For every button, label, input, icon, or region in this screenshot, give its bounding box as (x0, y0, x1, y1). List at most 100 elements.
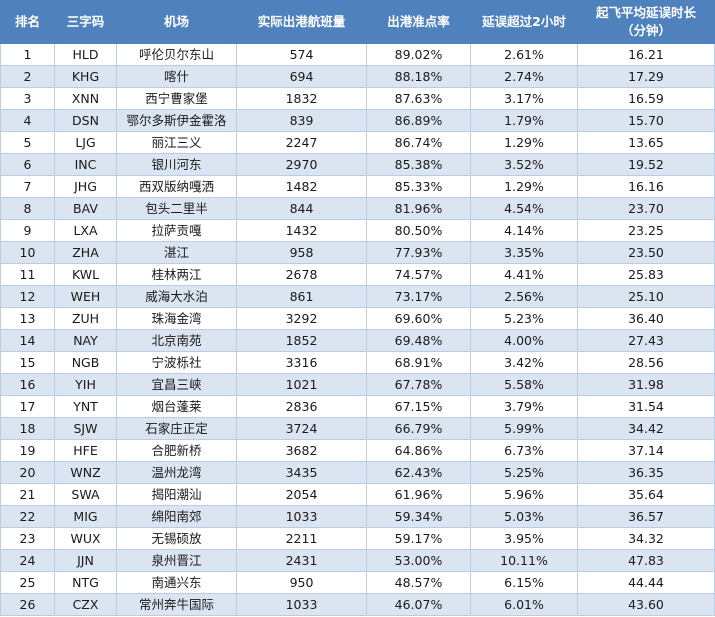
cell-avg-delay: 44.44 (577, 571, 715, 594)
cell-airport: 西双版纳嘎洒 (116, 175, 237, 198)
cell-over2h: 4.41% (470, 263, 578, 286)
cell-ontime: 59.17% (366, 527, 471, 550)
cell-airport: 喀什 (116, 65, 237, 88)
cell-ontime: 64.86% (366, 439, 471, 462)
cell-airport: 湛江 (116, 241, 237, 264)
table-row: 14 NAY 北京南苑 1852 69.48% 4.00% 27.43 (0, 329, 715, 352)
table-row: 21 SWA 揭阳潮汕 2054 61.96% 5.96% 35.64 (0, 483, 715, 506)
cell-over2h: 1.29% (470, 175, 578, 198)
cell-flights: 2054 (236, 483, 367, 506)
cell-rank: 3 (0, 87, 55, 110)
cell-ontime: 69.48% (366, 329, 471, 352)
cell-rank: 21 (0, 483, 55, 506)
cell-flights: 2970 (236, 153, 367, 176)
header-ontime: 出港准点率 (366, 0, 471, 44)
cell-rank: 12 (0, 285, 55, 308)
table-row: 9 LXA 拉萨贡嘎 1432 80.50% 4.14% 23.25 (0, 219, 715, 242)
header-code: 三字码 (54, 0, 117, 44)
cell-airport: 北京南苑 (116, 329, 237, 352)
cell-rank: 24 (0, 549, 55, 572)
cell-avg-delay: 34.32 (577, 527, 715, 550)
cell-over2h: 6.73% (470, 439, 578, 462)
cell-ontime: 88.18% (366, 65, 471, 88)
cell-avg-delay: 23.50 (577, 241, 715, 264)
cell-flights: 694 (236, 65, 367, 88)
cell-rank: 16 (0, 373, 55, 396)
cell-flights: 1852 (236, 329, 367, 352)
cell-over2h: 3.17% (470, 87, 578, 110)
cell-avg-delay: 25.10 (577, 285, 715, 308)
table-row: 8 BAV 包头二里半 844 81.96% 4.54% 23.70 (0, 197, 715, 220)
cell-ontime: 80.50% (366, 219, 471, 242)
cell-airport: 桂林两江 (116, 263, 237, 286)
cell-over2h: 10.11% (470, 549, 578, 572)
cell-airport: 南通兴东 (116, 571, 237, 594)
cell-flights: 950 (236, 571, 367, 594)
header-avg-delay-line2: （分钟） (620, 23, 671, 38)
cell-flights: 3292 (236, 307, 367, 330)
cell-rank: 14 (0, 329, 55, 352)
cell-rank: 25 (0, 571, 55, 594)
table-row: 11 KWL 桂林两江 2678 74.57% 4.41% 25.83 (0, 263, 715, 286)
cell-over2h: 1.79% (470, 109, 578, 132)
cell-avg-delay: 36.57 (577, 505, 715, 528)
cell-flights: 2836 (236, 395, 367, 418)
cell-over2h: 3.95% (470, 527, 578, 550)
cell-code: NAY (54, 329, 117, 352)
cell-avg-delay: 36.40 (577, 307, 715, 330)
cell-airport: 常州奔牛国际 (116, 593, 237, 616)
cell-flights: 1021 (236, 373, 367, 396)
cell-rank: 17 (0, 395, 55, 418)
cell-airport: 无锡硕放 (116, 527, 237, 550)
cell-over2h: 5.23% (470, 307, 578, 330)
cell-code: SJW (54, 417, 117, 440)
table-row: 6 INC 银川河东 2970 85.38% 3.52% 19.52 (0, 153, 715, 176)
header-avg-delay-line1: 起飞平均延误时长 (595, 5, 696, 20)
cell-over2h: 1.29% (470, 131, 578, 154)
table-row: 18 SJW 石家庄正定 3724 66.79% 5.99% 34.42 (0, 417, 715, 440)
cell-flights: 861 (236, 285, 367, 308)
cell-avg-delay: 31.54 (577, 395, 715, 418)
table-row: 12 WEH 威海大水泊 861 73.17% 2.56% 25.10 (0, 285, 715, 308)
cell-code: ZHA (54, 241, 117, 264)
cell-avg-delay: 27.43 (577, 329, 715, 352)
cell-avg-delay: 34.42 (577, 417, 715, 440)
cell-code: DSN (54, 109, 117, 132)
table-row: 2 KHG 喀什 694 88.18% 2.74% 17.29 (0, 65, 715, 88)
header-flights: 实际出港航班量 (236, 0, 367, 44)
table-row: 5 LJG 丽江三义 2247 86.74% 1.29% 13.65 (0, 131, 715, 154)
cell-code: XNN (54, 87, 117, 110)
cell-rank: 4 (0, 109, 55, 132)
cell-ontime: 73.17% (366, 285, 471, 308)
cell-code: BAV (54, 197, 117, 220)
cell-avg-delay: 43.60 (577, 593, 715, 616)
cell-ontime: 46.07% (366, 593, 471, 616)
cell-code: JJN (54, 549, 117, 572)
table-row: 19 HFE 合肥新桥 3682 64.86% 6.73% 37.14 (0, 439, 715, 462)
cell-flights: 1033 (236, 505, 367, 528)
cell-rank: 7 (0, 175, 55, 198)
cell-airport: 烟台蓬莱 (116, 395, 237, 418)
header-airport: 机场 (116, 0, 237, 44)
cell-avg-delay: 31.98 (577, 373, 715, 396)
cell-over2h: 5.96% (470, 483, 578, 506)
table-body: 1 HLD 呼伦贝尔东山 574 89.02% 2.61% 16.21 2 KHG 喀什 694 88… (0, 43, 715, 616)
cell-ontime: 68.91% (366, 351, 471, 374)
cell-ontime: 81.96% (366, 197, 471, 220)
cell-code: KHG (54, 65, 117, 88)
cell-airport: 宁波栎社 (116, 351, 237, 374)
cell-airport: 合肥新桥 (116, 439, 237, 462)
table-row: 1 HLD 呼伦贝尔东山 574 89.02% 2.61% 16.21 (0, 43, 715, 66)
cell-flights: 1432 (236, 219, 367, 242)
cell-code: WEH (54, 285, 117, 308)
cell-flights: 1832 (236, 87, 367, 110)
cell-rank: 13 (0, 307, 55, 330)
cell-over2h: 5.25% (470, 461, 578, 484)
cell-over2h: 5.03% (470, 505, 578, 528)
cell-rank: 2 (0, 65, 55, 88)
table-row: 24 JJN 泉州晋江 2431 53.00% 10.11% 47.83 (0, 549, 715, 572)
cell-code: ZUH (54, 307, 117, 330)
table-row: 22 MIG 绵阳南郊 1033 59.34% 5.03% 36.57 (0, 505, 715, 528)
cell-rank: 5 (0, 131, 55, 154)
